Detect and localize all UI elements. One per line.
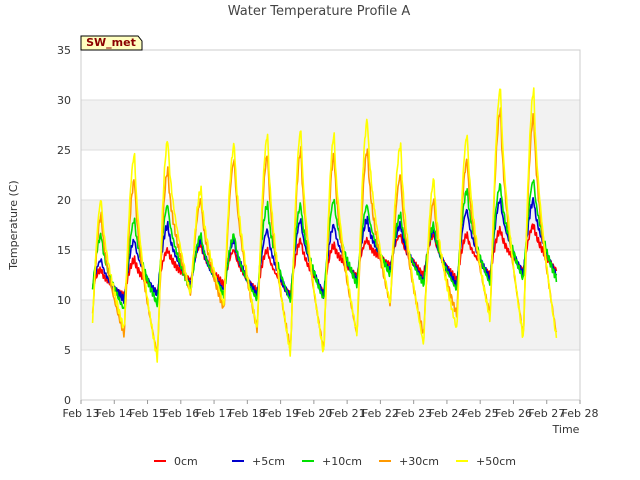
legend-label: +30cm	[399, 455, 439, 468]
x-tick-label: Feb 15	[129, 407, 166, 420]
y-tick-label: 0	[64, 394, 71, 407]
x-tick-label: Feb 19	[262, 407, 299, 420]
x-tick-label: Feb 24	[428, 407, 465, 420]
station-badge-label: SW_met	[86, 36, 136, 49]
x-tick-label: Feb 14	[96, 407, 133, 420]
station-badge-box	[80, 35, 143, 51]
series-layer	[91, 87, 558, 363]
y-axis-ticks: 0 5 10 15 20 25 30 35	[57, 44, 71, 407]
x-tick-label: Feb 28	[562, 407, 599, 420]
x-tick-label: Feb 18	[229, 407, 266, 420]
legend-label: +10cm	[322, 455, 362, 468]
x-tick-label: Feb 27	[528, 407, 565, 420]
x-tick-label: Feb 20	[295, 407, 332, 420]
plot-band	[81, 100, 580, 150]
plot-band	[81, 300, 580, 350]
y-axis-label: Temperature (C)	[7, 180, 20, 270]
y-tick-label: 10	[57, 294, 71, 307]
x-tick-label: Feb 17	[196, 407, 233, 420]
x-tick-label: Feb 23	[395, 407, 432, 420]
y-tick-label: 15	[57, 244, 71, 257]
plot-border	[80, 49, 581, 401]
x-tick-label: Feb 16	[162, 407, 199, 420]
x-tick-label: Feb 26	[495, 407, 532, 420]
y-tick-label: 35	[57, 44, 71, 57]
legend: 0cm +5cm +10cm +30cm +50cm	[154, 455, 516, 468]
y-tick-label: 25	[57, 144, 71, 157]
x-axis-label: Time	[552, 423, 580, 436]
legend-label: +50cm	[476, 455, 516, 468]
y-tick-label: 20	[57, 194, 71, 207]
y-tick-label: 5	[64, 344, 71, 357]
x-tick-label: Feb 22	[362, 407, 399, 420]
y-tick-label: 30	[57, 94, 71, 107]
legend-label: +5cm	[252, 455, 285, 468]
station-badge: SW_met	[80, 35, 143, 51]
legend-label: 0cm	[174, 455, 198, 468]
x-tick-label: Feb 13	[63, 407, 100, 420]
series-line-50cm	[91, 87, 558, 363]
chart-title: Water Temperature Profile A	[228, 4, 411, 19]
x-tick-label: Feb 21	[329, 407, 366, 420]
x-tick-label: Feb 25	[462, 407, 499, 420]
